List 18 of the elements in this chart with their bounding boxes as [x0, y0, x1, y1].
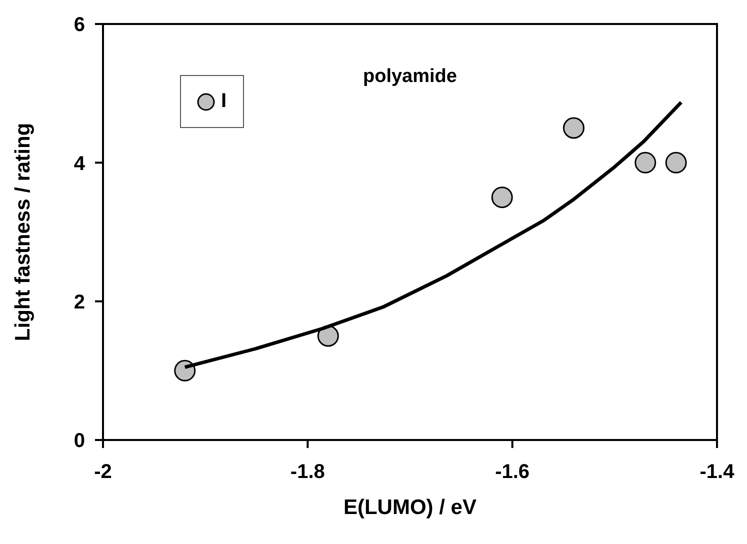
point [634, 152, 656, 174]
x-tick-label: -1.6 [495, 461, 530, 484]
point [562, 117, 584, 139]
point [491, 186, 513, 208]
y-tick-label: 4 [74, 152, 86, 175]
x-tick-label: -1.8 [290, 461, 325, 484]
y-tick-label: 0 [74, 430, 85, 452]
point [665, 152, 687, 174]
x-axis-title: E(LUMO) / eV [343, 496, 477, 519]
point [174, 360, 196, 382]
legend-label: I [221, 90, 227, 113]
y-axis-title: Light fastness / rating [11, 122, 34, 342]
x-tick-label: -2 [94, 461, 112, 484]
y-tick-label: 6 [74, 14, 85, 36]
x-tick-label: -1.4 [700, 461, 736, 484]
y-tick-label: 2 [74, 291, 85, 314]
text: polyamide [362, 66, 458, 88]
point [317, 325, 339, 347]
